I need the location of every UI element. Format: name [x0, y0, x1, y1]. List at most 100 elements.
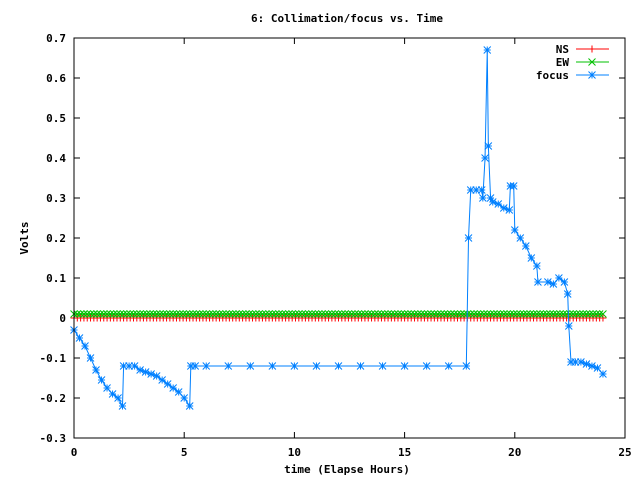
data-point-focus: [567, 358, 575, 366]
series-layer: [70, 46, 607, 410]
data-point-EW: [116, 310, 125, 318]
data-point-EW: [109, 310, 118, 318]
data-point-EW: [255, 310, 263, 318]
data-point-focus: [202, 362, 211, 370]
data-point-EW: [73, 310, 82, 318]
data-point-focus: [114, 394, 122, 402]
legend-marker-NS: [588, 45, 596, 53]
y-tick-label: -0.3: [40, 432, 67, 445]
data-point-focus: [97, 376, 106, 384]
data-point-focus: [334, 362, 343, 370]
data-point-EW: [480, 310, 488, 318]
data-point-EW: [437, 310, 445, 318]
data-point-focus: [494, 200, 503, 208]
data-point-EW: [152, 310, 161, 318]
data-point-EW: [549, 310, 558, 318]
data-point-EW: [585, 310, 594, 318]
data-point-focus: [130, 362, 139, 370]
data-point-focus: [509, 182, 518, 190]
x-tick-label: 20: [508, 446, 521, 459]
data-point-EW: [430, 310, 439, 318]
x-tick-label: 5: [181, 446, 188, 459]
series-focus: [70, 46, 607, 410]
data-point-focus: [481, 154, 489, 162]
data-point-EW: [314, 310, 323, 318]
data-point-EW: [298, 310, 306, 318]
data-point-EW: [443, 310, 452, 318]
data-point-EW: [119, 310, 128, 318]
data-point-EW: [258, 310, 267, 318]
data-point-EW: [417, 310, 425, 318]
data-point-focus: [532, 262, 541, 270]
data-point-focus: [378, 362, 387, 370]
data-point-NS: [599, 314, 607, 322]
data-point-EW: [182, 310, 191, 318]
data-point-EW: [324, 310, 333, 318]
data-point-focus: [312, 362, 321, 370]
data-point-focus: [571, 358, 580, 366]
data-point-EW: [476, 310, 485, 318]
data-point-focus: [119, 362, 128, 370]
data-point-EW: [506, 310, 515, 318]
data-point-EW: [169, 310, 178, 318]
data-point-EW: [516, 310, 525, 318]
legend-marker-focus: [588, 71, 596, 79]
data-point-EW: [281, 310, 290, 318]
data-point-EW: [172, 310, 181, 318]
data-point-focus: [582, 360, 591, 368]
data-point-focus: [169, 384, 178, 392]
data-point-focus: [75, 334, 84, 342]
data-point-focus: [478, 194, 487, 202]
data-point-EW: [433, 310, 442, 318]
data-point-focus: [290, 362, 299, 370]
data-point-focus: [593, 364, 602, 372]
data-point-EW: [423, 310, 432, 318]
data-point-EW: [218, 310, 227, 318]
data-point-EW: [162, 310, 171, 318]
data-point-EW: [354, 310, 363, 318]
data-point-EW: [364, 310, 373, 318]
data-point-EW: [179, 310, 187, 318]
data-point-focus: [464, 234, 473, 242]
data-point-focus: [462, 362, 471, 370]
x-axis-label: time (Elapse Hours): [284, 463, 410, 476]
data-point-EW: [499, 310, 508, 318]
data-point-focus: [484, 142, 493, 150]
data-point-focus: [466, 186, 475, 194]
y-tick-label: 0.7: [46, 32, 66, 45]
data-point-EW: [370, 310, 379, 318]
y-tick-label: 0.2: [46, 232, 66, 245]
data-point-focus: [483, 46, 492, 54]
data-point-EW: [341, 310, 349, 318]
data-point-EW: [275, 310, 283, 318]
data-point-focus: [577, 358, 585, 366]
data-point-EW: [149, 310, 158, 318]
data-point-focus: [224, 362, 233, 370]
data-point-EW: [447, 310, 455, 318]
data-point-EW: [106, 310, 115, 318]
legend-marker-EW: [588, 58, 596, 66]
data-point-focus: [505, 206, 514, 214]
data-point-EW: [334, 310, 343, 318]
data-point-EW: [509, 310, 518, 318]
data-point-EW: [76, 310, 85, 318]
data-point-focus: [118, 402, 127, 410]
data-point-EW: [556, 310, 564, 318]
data-point-EW: [374, 310, 383, 318]
data-point-EW: [225, 310, 234, 318]
data-point-focus: [180, 394, 189, 402]
data-point-EW: [251, 310, 260, 318]
data-point-EW: [486, 310, 495, 318]
data-point-EW: [86, 310, 95, 318]
data-point-EW: [380, 310, 389, 318]
data-point-EW: [288, 310, 297, 318]
data-point-EW: [466, 310, 475, 318]
data-point-EW: [532, 310, 541, 318]
data-point-EW: [96, 310, 105, 318]
data-point-focus: [158, 376, 167, 384]
data-point-EW: [185, 310, 194, 318]
data-point-EW: [559, 310, 568, 318]
data-point-focus: [510, 226, 519, 234]
data-point-EW: [427, 310, 435, 318]
data-point-EW: [175, 310, 184, 318]
